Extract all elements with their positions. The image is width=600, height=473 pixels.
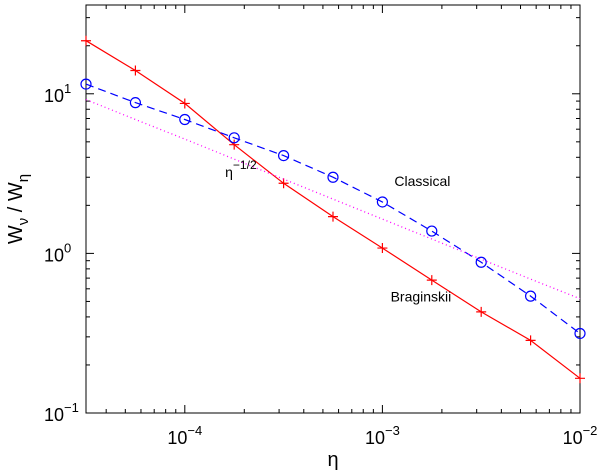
series-1-point (426, 225, 438, 237)
x-tick-label: 10−2 (563, 423, 598, 448)
series-line-2 (85, 98, 581, 300)
series-0-point (81, 35, 91, 46)
series-0-point (575, 373, 585, 384)
series-line-1 (85, 83, 581, 334)
annotation-label: Classical (394, 173, 450, 189)
x-tick-label: 10−4 (167, 423, 202, 448)
y-axis-label-main: W (5, 225, 27, 244)
series-1-point (179, 113, 191, 126)
series-0-point (426, 275, 437, 286)
annotations: Classical Braginskii η−1/2 (225, 158, 451, 304)
y-axis-label: Wν / Wη (5, 174, 32, 244)
series-0-point (327, 211, 338, 222)
series-1-point (524, 290, 537, 302)
y-tick-label: 10−1 (44, 400, 79, 425)
series-1-point (574, 327, 586, 340)
series-0-point (377, 243, 388, 254)
series-1-point (475, 256, 487, 268)
series-1-point (129, 97, 142, 109)
x-tick-label: 10−3 (365, 423, 400, 448)
series-1-point (327, 171, 339, 183)
annotation-label: Braginskii (391, 288, 452, 304)
series-1-point (228, 132, 240, 144)
series-1-point (376, 196, 389, 208)
series-line-0 (85, 40, 581, 379)
plot-frame (85, 4, 581, 414)
y-axis-label-main-2: W (5, 182, 27, 201)
series-1-point (277, 149, 290, 162)
series-0-point (179, 98, 190, 109)
series-0-point (525, 335, 536, 346)
y-axis-label-sub-2: η (15, 174, 32, 182)
series-0-point (229, 139, 240, 150)
y-tick-label: 101 (44, 81, 71, 106)
series-0-point (476, 306, 487, 317)
svg-text:Wν / Wη: Wν / Wη (5, 174, 32, 244)
series-layer (80, 35, 586, 384)
series-0-point (278, 178, 289, 189)
series-0-point (130, 65, 141, 76)
x-axis-label: η (327, 449, 338, 471)
annotation-label: η−1/2 (225, 158, 257, 180)
series-1-point (80, 78, 92, 90)
y-axis-label-sub-1: ν (15, 218, 32, 226)
y-tick-label: 100 (44, 240, 71, 265)
axis-ticks: 10−4 10−3 10−2 10−1 100 101 (44, 5, 597, 448)
